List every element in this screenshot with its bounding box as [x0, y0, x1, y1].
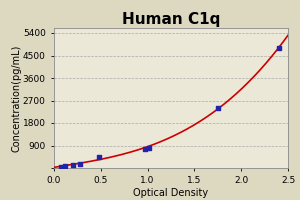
Point: [58, 165, 63, 168]
X-axis label: Optical Density: Optical Density: [134, 188, 208, 198]
Point: [142, 147, 147, 150]
Point: [215, 106, 220, 110]
Title: Human C1q: Human C1q: [122, 12, 220, 27]
Y-axis label: Concentration(pg/mL): Concentration(pg/mL): [11, 44, 21, 152]
Point: [276, 46, 281, 50]
Point: [63, 164, 68, 167]
Point: [97, 156, 101, 159]
Point: [78, 162, 82, 165]
Point: [146, 146, 151, 149]
Point: [70, 163, 75, 166]
